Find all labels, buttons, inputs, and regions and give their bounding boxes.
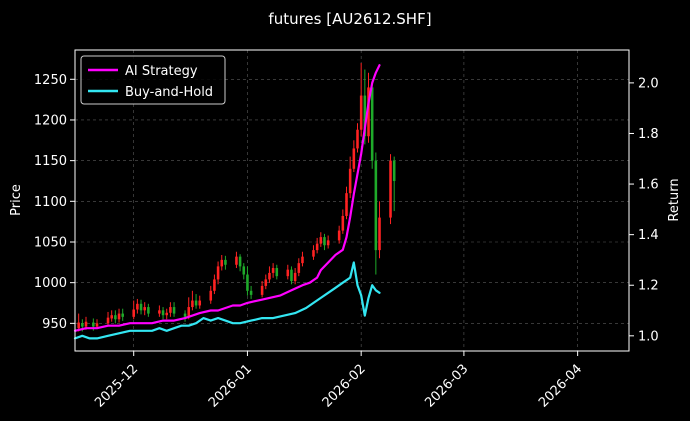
candle-body (345, 193, 348, 216)
candle-body (139, 303, 143, 311)
candle-body (297, 263, 301, 273)
price-tick-label: 1250 (34, 73, 67, 88)
candle-body (106, 317, 110, 324)
candle-body (260, 285, 264, 295)
price-tick-label: 1000 (34, 276, 67, 291)
candle-body (191, 300, 194, 308)
candle-body (161, 310, 165, 316)
candle-body (341, 215, 345, 231)
candle-body (323, 237, 326, 246)
return-axis-label: Return (667, 178, 682, 221)
candle-body (242, 266, 246, 275)
candle-body (110, 315, 113, 319)
candle-body (183, 313, 187, 317)
candle-body (238, 256, 242, 267)
candle-body (290, 269, 293, 282)
candle-body (275, 268, 279, 277)
candle-body (301, 256, 304, 264)
candle-body (312, 250, 315, 257)
candle-body (363, 95, 367, 137)
return-axis: 1.0 1.2 1.4 1.6 1.8 2.0 (629, 76, 659, 344)
candle-body (95, 323, 99, 327)
chart-title: futures [AU2612.SHF] (268, 10, 431, 28)
candlesticks (77, 63, 396, 332)
candle-body (158, 310, 161, 314)
candle-body (132, 309, 135, 317)
candle-body (172, 307, 176, 314)
candle-body (352, 148, 356, 169)
candle-body (114, 315, 117, 320)
series-lines (73, 64, 381, 340)
candle-body (136, 303, 139, 310)
candle-body (319, 237, 323, 244)
candle-body (117, 313, 121, 320)
candle-body (194, 300, 198, 306)
candle-body (198, 300, 202, 306)
candle-body (293, 272, 297, 282)
candle-body (348, 168, 352, 194)
return-tick-label: 2.0 (638, 76, 659, 91)
candle-body (246, 274, 249, 291)
price-tick-label: 950 (42, 317, 67, 332)
candle-body (235, 256, 238, 265)
price-tick-label: 1100 (34, 195, 67, 210)
legend-label-ai-strategy: AI Strategy (125, 64, 198, 79)
candle-body (356, 129, 359, 149)
candle-body (264, 279, 268, 286)
candle-body (121, 313, 124, 317)
return-tick-label: 1.8 (638, 127, 659, 142)
candle-body (220, 259, 224, 267)
candle-body (389, 160, 392, 218)
candle-body (147, 307, 150, 314)
candle-body (81, 323, 84, 327)
price-tick-label: 1200 (34, 113, 67, 128)
candle-body (169, 307, 172, 313)
legend: AI Strategy Buy-and-Hold (80, 55, 226, 105)
price-tick-label: 1150 (34, 154, 67, 169)
candle-body (326, 240, 330, 246)
candle-body (216, 266, 220, 280)
candle-body (165, 312, 169, 316)
candle-body (370, 87, 374, 161)
candle-body (224, 259, 227, 265)
plot-frame (74, 49, 630, 352)
candle-body (92, 322, 95, 327)
candle-body (209, 290, 213, 301)
candle-body (286, 269, 290, 277)
candle-body (359, 95, 363, 130)
return-tick-label: 1.2 (638, 279, 659, 294)
return-tick-label: 1.4 (638, 228, 659, 243)
price-axis-label: Price (9, 184, 24, 216)
candle-body (77, 322, 80, 329)
candle-body (337, 230, 341, 241)
return-tick-label: 1.0 (638, 329, 659, 344)
legend-label-buy-and-hold: Buy-and-Hold (125, 85, 213, 100)
candle-body (268, 272, 271, 280)
price-axis: 950 1000 1050 1100 1150 1200 1250 (34, 73, 75, 332)
candle-body (143, 307, 146, 311)
ai-strategy-line (73, 64, 381, 332)
price-tick-label: 1050 (34, 235, 67, 250)
candle-body (213, 279, 216, 291)
candle-body (374, 160, 378, 251)
candle-body (367, 87, 370, 137)
candle-body (378, 217, 381, 251)
candle-body (84, 321, 88, 327)
candle-body (271, 268, 275, 273)
candle-body (187, 307, 191, 317)
candle-body (249, 290, 253, 295)
return-tick-label: 1.6 (638, 178, 659, 193)
candle-body (392, 160, 396, 181)
buy-and-hold-line (73, 261, 381, 340)
candle-body (315, 243, 319, 251)
